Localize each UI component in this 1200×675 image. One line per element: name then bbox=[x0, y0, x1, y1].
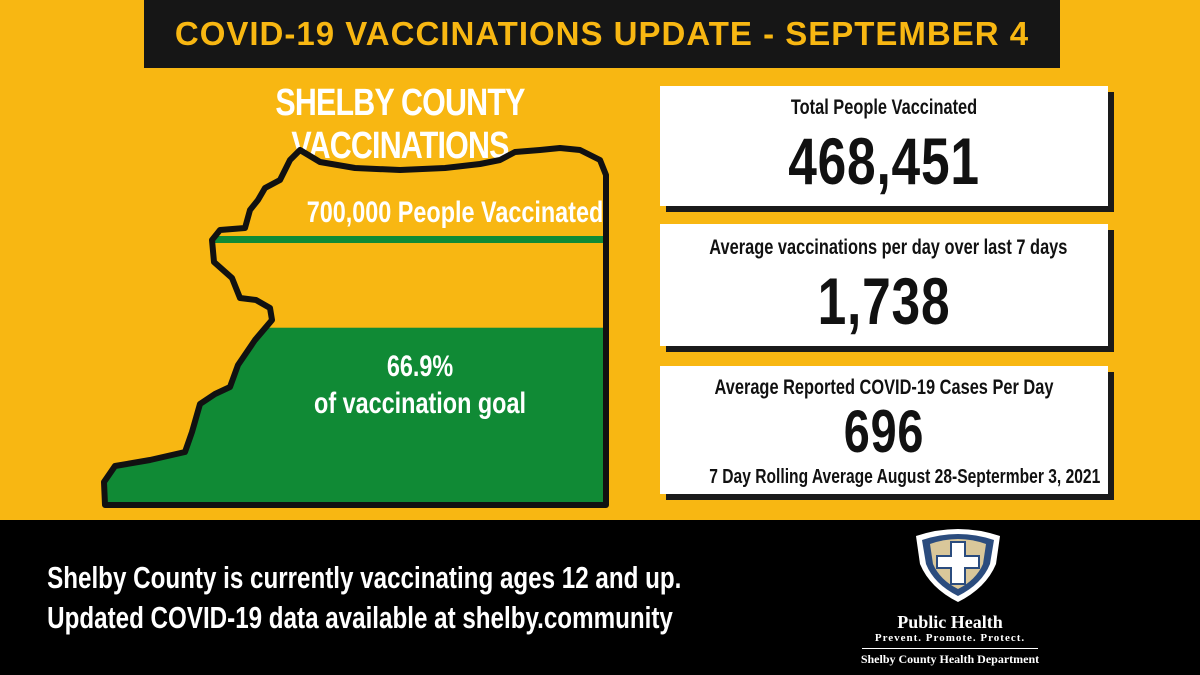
map-outline bbox=[101, 145, 609, 508]
logo-divider bbox=[862, 648, 1038, 649]
footer: Shelby County is currently vaccinating a… bbox=[0, 520, 1200, 675]
header-title: COVID-19 VACCINATIONS UPDATE - SEPTEMBER… bbox=[174, 15, 1030, 52]
stat-label: Average vaccinations per day over last 7… bbox=[709, 236, 1068, 259]
stat-label: Average Reported COVID-19 Cases Per Day bbox=[714, 376, 1054, 399]
stat-value: 1,738 bbox=[817, 264, 951, 338]
county-map bbox=[101, 145, 609, 508]
map-goal-line bbox=[104, 236, 606, 243]
stat-card-daily-average: Average vaccinations per day over last 7… bbox=[660, 224, 1108, 346]
logo-tagline: Prevent. Promote. Protect. bbox=[874, 632, 1026, 644]
stat-card-cases-per-day: Average Reported COVID-19 Cases Per Day … bbox=[660, 366, 1108, 494]
footer-line-website: Updated COVID-19 data available at shelb… bbox=[47, 600, 673, 635]
stat-label: Total People Vaccinated bbox=[790, 96, 978, 119]
shield-cross-icon bbox=[916, 529, 1000, 602]
stat-card-total-vaccinated: Total People Vaccinated 468,451 bbox=[660, 86, 1108, 206]
map-title: SHELBY COUNTY VACCINATIONS bbox=[275, 82, 525, 167]
stat-value: 468,451 bbox=[788, 124, 980, 198]
percent-caption: of vaccination goal bbox=[314, 387, 526, 420]
stat-note: 7 Day Rolling Average August 28-Septermb… bbox=[709, 466, 1101, 488]
logo-department: Shelby County Health Department bbox=[860, 652, 1040, 666]
percent-value: 66.9% bbox=[386, 350, 454, 383]
footer-line-ages: Shelby County is currently vaccinating a… bbox=[47, 560, 682, 595]
stat-value: 696 bbox=[843, 398, 925, 465]
logo-name: Public Health bbox=[897, 612, 1003, 632]
header-banner: COVID-19 VACCINATIONS UPDATE - SEPTEMBER… bbox=[144, 0, 1060, 68]
goal-label: 700,000 People Vaccinated bbox=[306, 196, 604, 229]
